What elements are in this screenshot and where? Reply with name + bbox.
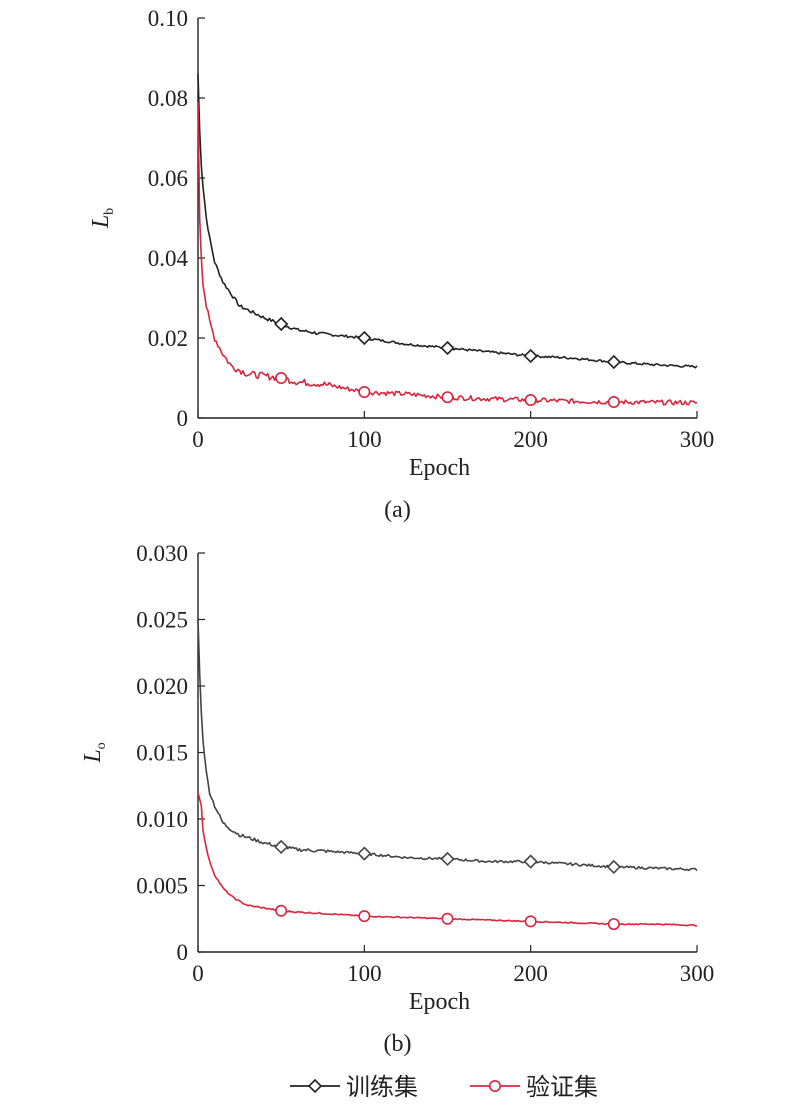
y-tick-label: 0.08 bbox=[148, 86, 188, 111]
y-axis-title-sub: b bbox=[102, 208, 117, 215]
series-line-val bbox=[197, 101, 698, 406]
series-marker-val bbox=[607, 395, 620, 408]
y-tick-label: 0.04 bbox=[148, 246, 189, 271]
series-marker-val bbox=[524, 915, 537, 928]
y-tick-label: 0.030 bbox=[136, 541, 188, 566]
y-axis-title-sub: o bbox=[94, 742, 109, 749]
y-axis-title: Lo bbox=[80, 742, 109, 763]
series-line-train bbox=[197, 73, 698, 369]
series-marker-train bbox=[523, 854, 538, 869]
panel-b: 0 0.005 0.010 0.015 0.020 0.025 0.030 0 100 200 30… bbox=[80, 541, 714, 1057]
series-marker-train bbox=[440, 851, 455, 867]
series-marker-val bbox=[275, 904, 288, 917]
legend-marker-train bbox=[307, 1078, 323, 1094]
y-tick-label: 0.06 bbox=[148, 166, 188, 191]
panel-caption: (a) bbox=[384, 497, 411, 523]
series-marker-train bbox=[274, 839, 289, 855]
series-marker-val bbox=[441, 912, 454, 925]
x-tick-label: 200 bbox=[513, 961, 548, 986]
series-marker-val bbox=[524, 393, 537, 406]
y-tick-label: 0.015 bbox=[136, 741, 188, 766]
x-axis-title: Epoch bbox=[409, 989, 470, 1015]
series-marker-train bbox=[357, 846, 372, 861]
x-tick-label: 0 bbox=[192, 427, 204, 452]
y-axis-title: Lb bbox=[88, 208, 117, 229]
y-tick-label: 0.02 bbox=[148, 326, 188, 351]
series-marker-val bbox=[441, 391, 454, 404]
series-marker-val bbox=[358, 385, 371, 398]
y-axis-title-main: L bbox=[88, 215, 114, 229]
legend-label-train: 训练集 bbox=[346, 1073, 418, 1101]
x-axis-title: Epoch bbox=[409, 455, 470, 481]
y-tick-label: 0 bbox=[177, 406, 189, 431]
legend-marker-val bbox=[488, 1080, 501, 1093]
x-tick-label: 300 bbox=[680, 961, 715, 986]
series-marker-train bbox=[606, 354, 621, 370]
y-tick-label: 0.025 bbox=[136, 608, 188, 633]
series-marker-val bbox=[607, 918, 620, 931]
x-tick-label: 0 bbox=[192, 961, 204, 986]
series-marker-train bbox=[440, 340, 455, 356]
series-marker-train bbox=[606, 859, 621, 875]
series-marker-val bbox=[358, 910, 371, 923]
legend-label-val: 验证集 bbox=[526, 1073, 598, 1101]
series-line-train bbox=[197, 619, 698, 872]
y-tick-label: 0.005 bbox=[136, 874, 188, 899]
panel-caption: (b) bbox=[384, 1031, 412, 1057]
legend: 训练集 验证集 bbox=[290, 1073, 598, 1101]
series-marker-val bbox=[275, 371, 288, 384]
series-marker-train bbox=[274, 316, 289, 332]
x-tick-label: 100 bbox=[347, 961, 382, 986]
x-tick-label: 100 bbox=[347, 427, 382, 452]
y-tick-label: 0.020 bbox=[136, 674, 188, 699]
y-axis-title-main: L bbox=[80, 749, 106, 763]
y-tick-label: 0.10 bbox=[148, 6, 188, 31]
panel-a: 0 0.02 0.04 0.06 0.08 0.10 0 100 200 300 Epoch Lb (a… bbox=[88, 6, 714, 523]
series-marker-train bbox=[357, 330, 372, 346]
y-tick-label: 0 bbox=[177, 940, 189, 965]
series-marker-train bbox=[523, 348, 538, 364]
y-tick-label: 0.010 bbox=[136, 807, 188, 832]
x-tick-label: 200 bbox=[513, 427, 548, 452]
x-tick-label: 300 bbox=[680, 427, 715, 452]
